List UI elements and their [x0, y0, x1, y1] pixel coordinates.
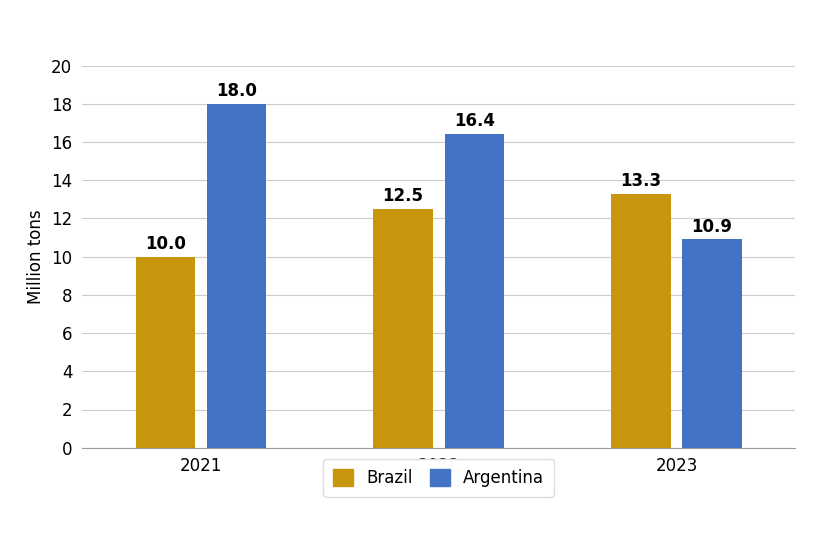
- Bar: [373, 209, 432, 448]
- Text: 12.5: 12.5: [382, 187, 423, 205]
- Bar: [610, 193, 670, 448]
- Y-axis label: Million tons: Million tons: [28, 209, 45, 304]
- Bar: [135, 257, 195, 448]
- Bar: [206, 104, 266, 448]
- Bar: [681, 239, 741, 448]
- Text: 16.4: 16.4: [454, 112, 494, 130]
- Text: 13.3: 13.3: [619, 172, 661, 189]
- Bar: [444, 134, 504, 448]
- Text: 18.0: 18.0: [216, 82, 256, 100]
- Text: 10.9: 10.9: [690, 218, 732, 236]
- Legend: Brazil, Argentina: Brazil, Argentina: [323, 459, 554, 497]
- Text: 10.0: 10.0: [145, 235, 185, 253]
